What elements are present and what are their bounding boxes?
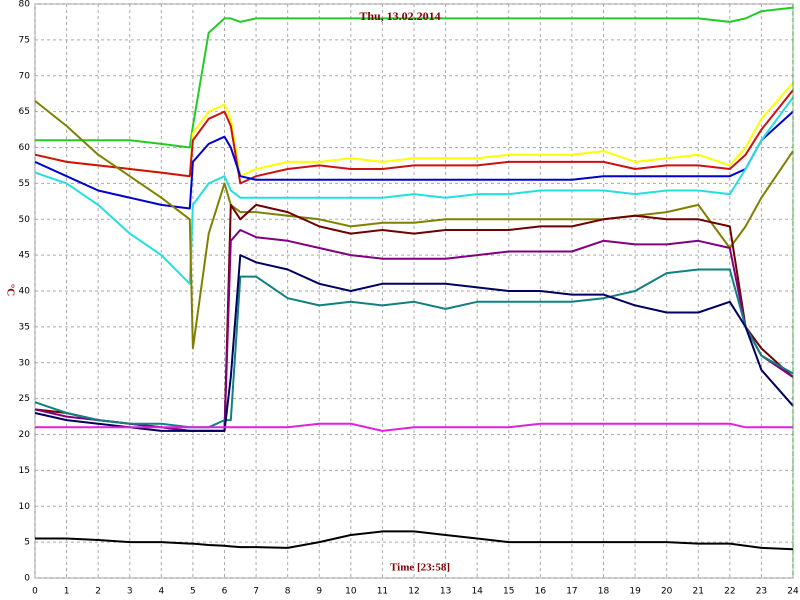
x-tick-label: 23 [756, 587, 767, 597]
x-axis-label: Time [23:58] [390, 562, 450, 574]
x-tick-label: 18 [598, 587, 610, 597]
lines [34, 6, 794, 551]
x-tick-label: 17 [566, 587, 577, 597]
x-tick-label: 7 [253, 587, 259, 597]
x-tick-label: 4 [158, 587, 164, 597]
series-line [34, 110, 794, 210]
y-tick-label: 45 [19, 251, 30, 261]
y-tick-label: 50 [19, 215, 31, 225]
y-tick-label: 15 [19, 466, 30, 476]
y-tick-label: 5 [24, 538, 30, 548]
x-tick-label: 16 [535, 587, 547, 597]
series-line [34, 96, 794, 285]
x-tick-label: 8 [285, 587, 291, 597]
series-line [35, 530, 794, 551]
x-tick-label: 10 [345, 587, 357, 597]
y-tick-label: 65 [19, 107, 30, 117]
y-tick-label: 70 [19, 71, 31, 81]
x-tick-label: 14 [471, 587, 483, 597]
series-line [34, 89, 794, 185]
x-tick-label: 2 [95, 587, 101, 597]
series-line [35, 422, 793, 432]
x-tick-label: 12 [408, 587, 419, 597]
x-tick-label: 5 [190, 587, 196, 597]
y-tick-label: 20 [19, 430, 31, 440]
x-tick-label: 9 [316, 587, 322, 597]
y-tick-label: 55 [19, 179, 30, 189]
y-tick-label: 30 [19, 358, 31, 368]
x-tick-label: 15 [503, 587, 514, 597]
x-tick-label: 24 [787, 587, 799, 597]
y-tick-label: 25 [19, 394, 30, 404]
x-tick-label: 0 [32, 587, 38, 597]
x-tick-label: 20 [661, 587, 673, 597]
y-tick-label: 60 [19, 143, 31, 153]
x-tick-label: 1 [64, 587, 70, 597]
x-tick-label: 19 [629, 587, 641, 597]
x-tick-label: 13 [440, 587, 451, 597]
x-tick-label: 21 [693, 587, 704, 597]
series-line [34, 254, 794, 432]
y-tick-label: 10 [19, 502, 31, 512]
y-axis-label: °C [4, 284, 16, 296]
x-tick-label: 11 [377, 587, 388, 597]
x-tick-label: 3 [127, 587, 133, 597]
y-tick-label: 75 [19, 35, 30, 45]
x-tick-label: 6 [222, 587, 228, 597]
series-line [35, 6, 794, 149]
x-tick-label: 22 [724, 587, 735, 597]
y-tick-label: 80 [19, 0, 31, 10]
y-tick-label: 40 [19, 287, 31, 297]
y-tick-label: 0 [24, 574, 30, 584]
y-tick-label: 35 [19, 322, 30, 332]
series-line [34, 100, 794, 350]
chart-title: Thu, 13.02.2014 [359, 9, 440, 23]
